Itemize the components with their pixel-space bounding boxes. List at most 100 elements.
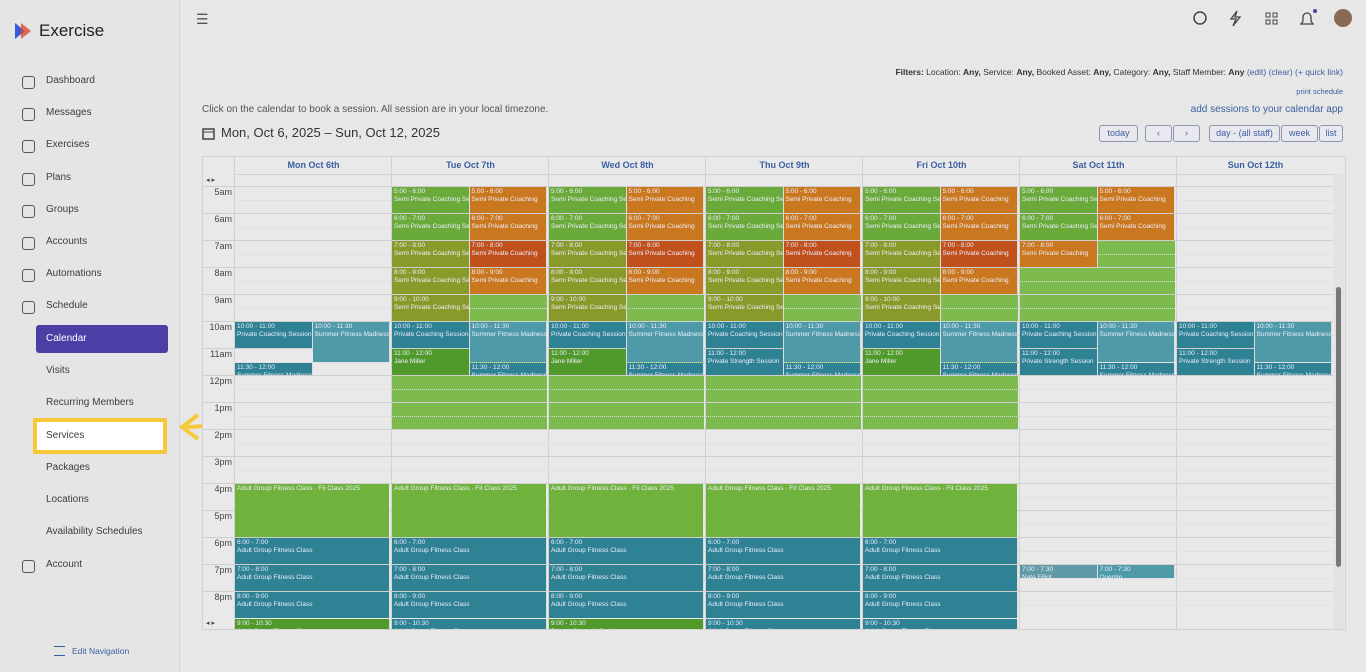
event[interactable]: 10:00 - 11:00 Private Coaching Session (1177, 322, 1255, 348)
event[interactable]: 11:00 - 12:00 Jane Miller (863, 349, 941, 375)
event[interactable]: 7:00 - 8:00 Adult Group Fitness Class (235, 565, 390, 591)
event[interactable]: 6:00 - 7:00 Adult Group Fitness Class (706, 538, 861, 564)
calendar-app-link[interactable]: add sessions to your calendar app (1190, 104, 1343, 115)
event[interactable]: 10:00 - 11:30 Summer Fitness Madness (1254, 322, 1332, 362)
event[interactable]: 7:00 - 8:00 Adult Group Fitness Class (706, 565, 861, 591)
event[interactable]: 10:00 - 11:30 Summer Fitness Madness (469, 322, 547, 362)
nav-item[interactable]: Exercises (46, 139, 90, 150)
event[interactable]: 8:00 - 9:00 Adult Group Fitness Class (549, 592, 704, 618)
event[interactable]: 8:00 - 9:00 Semi Private Coaching (783, 268, 861, 294)
event[interactable]: 11:00 - 12:00 Private Strength Session (1020, 349, 1098, 375)
event[interactable]: 6:00 - 7:00 Semi Private Coaching (940, 214, 1018, 240)
event[interactable]: 5:00 - 6:00 Semi Private Coaching (783, 187, 861, 213)
event[interactable]: 11:00 - 12:00 Jane Miller (392, 349, 470, 375)
nav-item[interactable]: Automations (46, 268, 102, 279)
week-button[interactable]: week (1281, 125, 1318, 142)
prev-button[interactable]: ‹ (1145, 125, 1172, 142)
nav-item[interactable]: Schedule (46, 300, 88, 311)
event[interactable]: 6:00 - 7:00 Adult Group Fitness Class (863, 538, 1018, 564)
subnav-item[interactable]: Services (46, 430, 85, 441)
event[interactable]: 6:00 - 7:00 Adult Group Fitness Class (235, 538, 390, 564)
event[interactable]: 11:30 - 12:00 Summer Fitness Madness (940, 362, 1018, 375)
subnav-item[interactable]: Locations (46, 494, 89, 505)
event[interactable]: 7:00 - 8:00 Adult Group Fitness Class (549, 565, 704, 591)
subnav-item[interactable]: Visits (46, 365, 70, 376)
event[interactable]: 7:00 - 8:00 Semi Private Coaching (469, 241, 547, 267)
subnav-item[interactable]: Packages (46, 462, 90, 473)
event[interactable]: 10:00 - 11:00 Private Coaching Session (549, 322, 627, 348)
print-link[interactable]: print schedule (1296, 87, 1343, 96)
event[interactable]: 10:00 - 11:00 Private Coaching Session (235, 322, 313, 348)
event[interactable]: 7:00 - 8:00 Semi Private Coaching (1020, 241, 1098, 267)
event[interactable]: 11:30 - 12:00 Summer Fitness Madness (783, 362, 861, 375)
event[interactable]: 7:00 - 8:00 Semi Private Coaching (626, 241, 704, 267)
event[interactable]: 6:00 - 7:00 Semi Private Coaching (783, 214, 861, 240)
event[interactable]: 6:00 - 7:00 Semi Private Coaching (1097, 214, 1175, 240)
event[interactable]: 11:00 - 12:00 Private Strength Session (706, 349, 784, 375)
subnav-item[interactable]: Calendar (46, 333, 87, 344)
event[interactable]: 7:00 - 8:00 Adult Group Fitness Class (392, 565, 547, 591)
filter-link[interactable]: (clear) (1268, 67, 1293, 77)
event[interactable]: 8:00 - 9:00 Semi Private Coaching (469, 268, 547, 294)
event[interactable]: 10:00 - 11:30 Summer Fitness Madness (312, 322, 390, 362)
event[interactable]: 10:00 - 11:30 Summer Fitness Madness (626, 322, 704, 362)
day-button[interactable]: day - (all staff) (1209, 125, 1280, 142)
event[interactable]: 11:30 - 12:00 Summer Fitness Madness (1254, 362, 1332, 375)
event[interactable]: 10:00 - 11:00 Private Coaching Session (706, 322, 784, 348)
nav-item[interactable]: Accounts (46, 236, 88, 247)
event[interactable]: 11:30 - 12:00 Summer Fitness Madness (626, 362, 704, 375)
event[interactable]: 6:00 - 7:00 Adult Group Fitness Class (392, 538, 547, 564)
event[interactable]: 8:00 - 9:00 Adult Group Fitness Class (392, 592, 547, 618)
event[interactable]: 10:00 - 11:30 Summer Fitness Madness (940, 322, 1018, 362)
event[interactable]: 11:30 - 12:00 Summer Fitness Madness (469, 362, 547, 375)
event[interactable]: 8:00 - 9:00 Adult Group Fitness Class (706, 592, 861, 618)
event[interactable]: 10:00 - 11:00 Private Coaching Session (863, 322, 941, 348)
next-button[interactable]: › (1173, 125, 1200, 142)
nav-item[interactable]: Messages (46, 107, 92, 118)
event[interactable]: 8:00 - 9:00 Adult Group Fitness Class (235, 592, 390, 618)
event[interactable]: 11:30 - 12:00 Summer Fitness Madness (1097, 362, 1175, 375)
event[interactable]: 9:00 - 10:30Private Strength Session (549, 619, 704, 629)
event[interactable]: 7:00 - 8:00 Adult Group Fitness Class (863, 565, 1018, 591)
event[interactable]: 7:00 - 7:30 Nate Elliot (1020, 565, 1098, 578)
event[interactable]: 10:00 - 11:30 Summer Fitness Madness (1097, 322, 1175, 362)
menu-icon[interactable]: ☰ (196, 11, 209, 27)
filter-link[interactable]: (edit) (1246, 67, 1267, 77)
nav-item[interactable]: Account (46, 559, 83, 570)
event[interactable]: 6:00 - 7:00 Semi Private Coaching (469, 214, 547, 240)
event[interactable]: 11:00 - 12:00 Private Strength Session (1177, 349, 1255, 375)
event[interactable]: 5:00 - 6:00 Semi Private Coaching (469, 187, 547, 213)
edit-nav[interactable]: Edit Navigation (72, 646, 130, 656)
event[interactable]: 6:00 - 7:00 Semi Private Coaching (626, 214, 704, 240)
event[interactable]: 7:00 - 7:30 Quentin (1097, 565, 1175, 578)
event[interactable]: 8:00 - 9:00 Adult Group Fitness Class (863, 592, 1018, 618)
event[interactable]: 10:00 - 11:30 Summer Fitness Madness (783, 322, 861, 362)
today-button[interactable]: today (1099, 125, 1138, 142)
event[interactable]: 7:00 - 8:00 Semi Private Coaching (783, 241, 861, 267)
event[interactable]: 5:00 - 6:00 Semi Private Coaching (940, 187, 1018, 213)
list-button[interactable]: list (1319, 125, 1343, 142)
event[interactable]: 10:00 - 11:00 Private Coaching Session (392, 322, 470, 348)
